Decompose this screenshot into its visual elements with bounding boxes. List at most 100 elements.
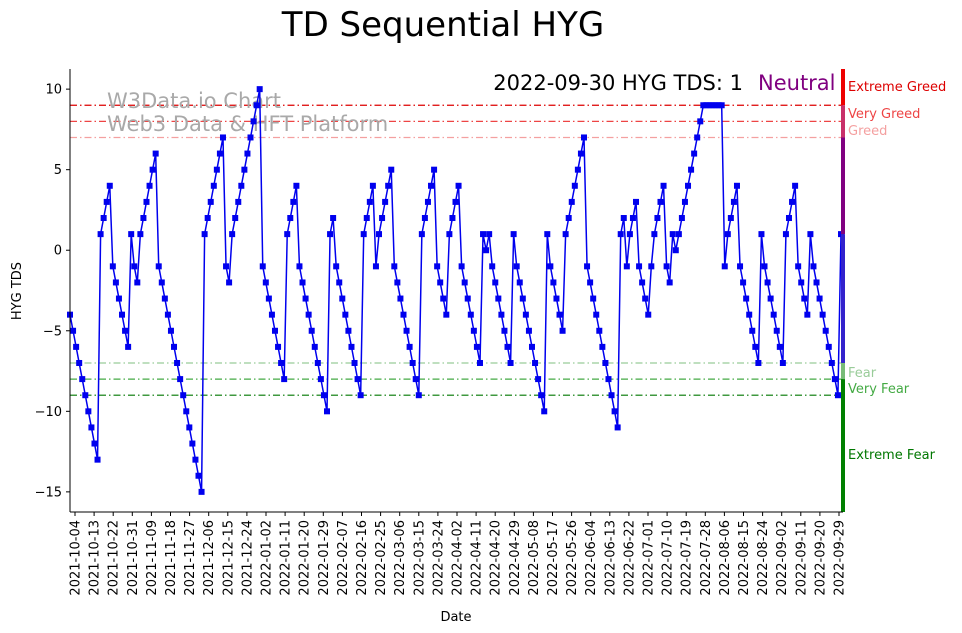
data-point bbox=[685, 182, 692, 189]
data-point bbox=[73, 343, 80, 350]
data-point bbox=[449, 215, 456, 222]
data-point bbox=[305, 311, 312, 318]
data-point bbox=[792, 182, 799, 189]
series-markers bbox=[67, 86, 844, 495]
data-point bbox=[244, 150, 251, 157]
data-point bbox=[317, 376, 324, 383]
data-point bbox=[789, 198, 796, 205]
data-point bbox=[400, 311, 407, 318]
x-tick-label: 2022-04-20 bbox=[489, 520, 504, 596]
data-point bbox=[134, 279, 141, 286]
data-point bbox=[268, 311, 275, 318]
data-point bbox=[204, 215, 211, 222]
data-point bbox=[758, 231, 765, 238]
data-point bbox=[146, 182, 153, 189]
data-point bbox=[446, 231, 453, 238]
data-point bbox=[119, 311, 126, 318]
x-tick-label: 2021-12-06 bbox=[202, 520, 217, 596]
data-point bbox=[596, 327, 603, 334]
data-point bbox=[320, 392, 327, 399]
x-tick-label: 2021-11-18 bbox=[164, 520, 179, 596]
data-point bbox=[174, 359, 181, 366]
data-point bbox=[152, 150, 159, 157]
data-point bbox=[164, 311, 171, 318]
data-point bbox=[697, 118, 704, 125]
data-point bbox=[590, 295, 597, 302]
data-point bbox=[782, 231, 789, 238]
data-point bbox=[657, 198, 664, 205]
data-point bbox=[437, 279, 444, 286]
data-point bbox=[480, 231, 487, 238]
data-point bbox=[391, 263, 398, 270]
data-point bbox=[388, 166, 395, 173]
data-point bbox=[525, 327, 532, 334]
data-point bbox=[709, 102, 716, 109]
data-point bbox=[210, 182, 217, 189]
data-point bbox=[831, 376, 838, 383]
data-point bbox=[219, 134, 226, 141]
data-point bbox=[834, 392, 841, 399]
x-tick-label: 2022-09-11 bbox=[794, 520, 809, 596]
data-point bbox=[608, 392, 615, 399]
data-point bbox=[467, 311, 474, 318]
data-point bbox=[779, 359, 786, 366]
data-point bbox=[366, 198, 373, 205]
data-point bbox=[287, 215, 294, 222]
data-point bbox=[672, 247, 679, 254]
data-point bbox=[112, 279, 119, 286]
data-point bbox=[149, 166, 156, 173]
data-point bbox=[718, 102, 725, 109]
series-line bbox=[69, 89, 842, 492]
data-point bbox=[376, 231, 383, 238]
data-point bbox=[571, 182, 578, 189]
data-point bbox=[431, 166, 438, 173]
data-point bbox=[489, 263, 496, 270]
data-point bbox=[379, 215, 386, 222]
data-point bbox=[293, 182, 300, 189]
data-point bbox=[675, 231, 682, 238]
data-point bbox=[486, 231, 493, 238]
watermark-line-2: Web3 Data & HFT Platform bbox=[107, 112, 388, 136]
data-point bbox=[115, 295, 122, 302]
data-point bbox=[559, 327, 566, 334]
data-point bbox=[706, 102, 713, 109]
data-point bbox=[262, 279, 269, 286]
data-point bbox=[177, 376, 184, 383]
data-point bbox=[198, 488, 205, 495]
data-point bbox=[795, 263, 802, 270]
side-bar-segment bbox=[841, 234, 845, 363]
data-point bbox=[743, 295, 750, 302]
data-point bbox=[587, 279, 594, 286]
data-point bbox=[122, 327, 129, 334]
data-point bbox=[568, 198, 575, 205]
data-point bbox=[593, 311, 600, 318]
data-point bbox=[740, 279, 747, 286]
data-point bbox=[428, 182, 435, 189]
data-point bbox=[755, 359, 762, 366]
data-point bbox=[461, 279, 468, 286]
data-point bbox=[79, 376, 86, 383]
label-very-greed: Very Greed bbox=[848, 107, 920, 122]
data-point bbox=[109, 263, 116, 270]
data-point bbox=[345, 327, 352, 334]
x-tick-label: 2022-03-06 bbox=[393, 520, 408, 596]
data-point bbox=[528, 343, 535, 350]
x-tick-label: 2021-11-09 bbox=[145, 520, 160, 596]
x-tick-label: 2022-01-02 bbox=[260, 520, 275, 596]
data-point bbox=[167, 327, 174, 334]
data-point bbox=[483, 247, 490, 254]
data-point bbox=[440, 295, 447, 302]
data-point bbox=[678, 215, 685, 222]
x-tick-label: 2022-09-02 bbox=[775, 520, 790, 596]
x-tick-label: 2022-09-29 bbox=[833, 520, 848, 596]
data-point bbox=[131, 263, 138, 270]
data-point bbox=[614, 424, 621, 431]
data-point bbox=[394, 279, 401, 286]
data-point bbox=[749, 327, 756, 334]
data-point bbox=[651, 231, 658, 238]
data-point bbox=[473, 343, 480, 350]
data-point bbox=[724, 231, 731, 238]
data-point bbox=[418, 231, 425, 238]
data-point bbox=[363, 215, 370, 222]
data-point bbox=[88, 424, 95, 431]
